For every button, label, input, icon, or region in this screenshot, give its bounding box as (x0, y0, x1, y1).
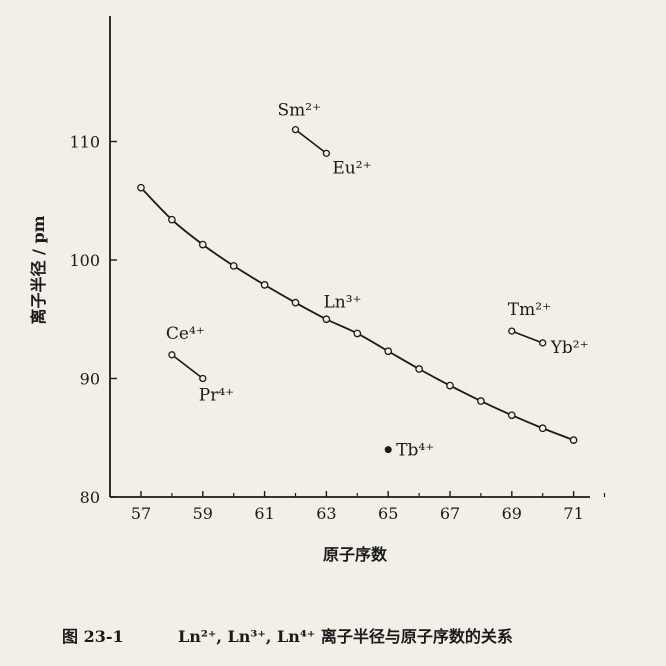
x-tick-label: 71 (563, 504, 583, 523)
ln3-data-point (229, 262, 238, 270)
x-axis-title: 原子序数 (323, 545, 388, 564)
ln2-connector (295, 129, 327, 154)
caption-text: Ln²⁺, Ln³⁺, Ln⁴⁺ 离子半径与原子序数的关系 (178, 627, 513, 646)
x-tick-label: 69 (502, 504, 522, 523)
ln4-connector (171, 354, 204, 380)
caption-number: 图 23-1 (62, 627, 124, 646)
ion-label: Pr⁴⁺ (199, 386, 234, 406)
ln3-data-point (322, 315, 331, 324)
ln3-data-point (477, 397, 485, 405)
ln4-data-point (168, 351, 176, 359)
ion-label: Yb²⁺ (550, 338, 589, 358)
ion-label: Sm²⁺ (278, 101, 322, 121)
ln2-data-point (322, 149, 331, 158)
x-tick-label: 65 (378, 504, 398, 523)
ion-label: Eu²⁺ (332, 158, 371, 178)
ion-label: Tb⁴⁺ (396, 441, 434, 461)
ln4-data-point (384, 446, 392, 454)
ln3-data-point (507, 411, 516, 420)
x-tick-label: 61 (254, 504, 274, 523)
x-tick-label: 59 (193, 504, 213, 523)
y-tick-label: 90 (80, 370, 100, 389)
ln3-data-point (137, 183, 145, 192)
ln3-data-point (538, 424, 547, 433)
y-tick-label: 80 (80, 488, 100, 507)
y-tick-label: 110 (69, 133, 100, 152)
ln2-data-point (291, 125, 300, 134)
ln2-data-point (539, 339, 547, 347)
y-tick-label: 100 (69, 251, 100, 270)
y-axis-title: 离子半径 / pm (29, 215, 48, 324)
ln3-data-point (415, 365, 423, 373)
ln2-data-point (508, 327, 516, 335)
ln3-data-point (353, 329, 362, 338)
x-tick-label: 63 (316, 504, 336, 523)
ln3-data-point (291, 298, 300, 307)
ln2-connector (511, 330, 543, 344)
x-tick-label: 67 (440, 504, 460, 523)
plot-area: 57 59 61 63 65 67 69 71 80 90 100 110 Sm²⁺ Eu²⁺ Tm²⁺ Yb… (69, 16, 606, 523)
ion-label: Ce⁴⁺ (166, 324, 205, 344)
ln3-data-point (168, 215, 176, 224)
ln3-data-point (446, 381, 454, 390)
ln3-data-point (384, 347, 393, 356)
ln3-data-point (198, 240, 207, 249)
x-tick-label: 57 (131, 504, 151, 523)
ion-label: Tm²⁺ (508, 300, 551, 320)
ln3-data-point (569, 436, 578, 444)
ln4-data-point (199, 374, 207, 383)
ln3-data-point (260, 281, 269, 289)
series-annotation: Ln³⁺ (323, 292, 361, 312)
